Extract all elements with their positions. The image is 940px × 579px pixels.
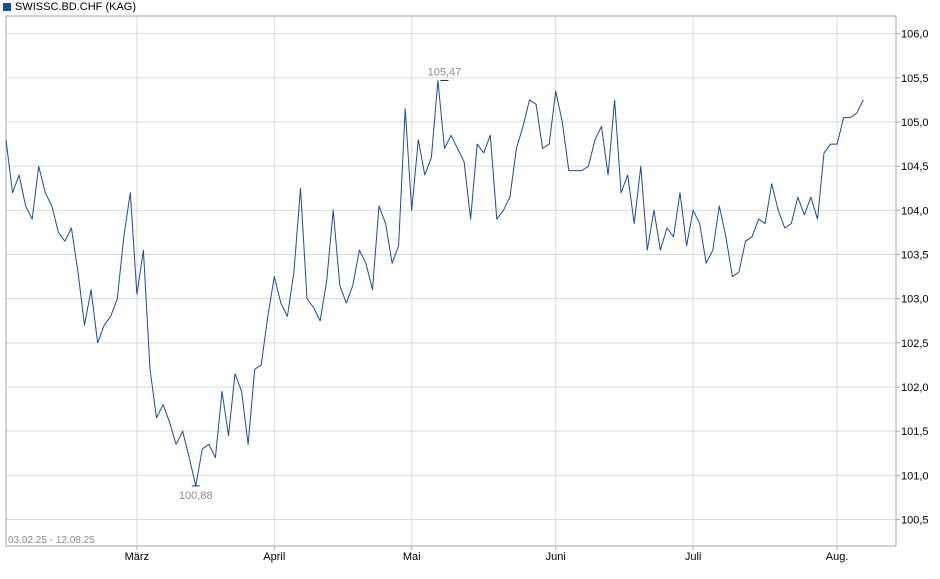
y-tick-label: 105,5 xyxy=(901,73,929,85)
y-tick-label: 103,0 xyxy=(901,294,929,306)
x-tick-label: Juli xyxy=(685,551,702,563)
y-tick-label: 101,0 xyxy=(901,470,929,482)
chart-legend: SWISSC.BD.CHF (KAG) xyxy=(3,0,136,14)
y-tick-label: 104,0 xyxy=(901,205,929,217)
annotations: 100,88 105,47 xyxy=(179,66,461,501)
x-tick-label: April xyxy=(263,551,285,563)
y-tick-label: 102,5 xyxy=(901,338,929,350)
legend-swatch xyxy=(3,3,11,11)
y-axis-ticks: 100,5 101,0 101,5 102,0 102,5 103,0 103,5 104,0… xyxy=(901,29,929,527)
x-tick-label: Mai xyxy=(403,551,421,563)
x-tick-label: Juni xyxy=(546,551,566,563)
legend-label: SWISSC.BD.CHF (KAG) xyxy=(15,1,137,13)
plot-frame xyxy=(5,15,897,547)
y-tick-label: 102,0 xyxy=(901,382,929,394)
y-tick-label: 101,5 xyxy=(901,426,929,438)
y-tick-label: 106,0 xyxy=(901,29,929,41)
min-value-label: 100,88 xyxy=(179,490,213,502)
y-tick-label: 105,0 xyxy=(901,117,929,129)
date-range-label: 03.02.25 - 12.08.25 xyxy=(8,535,95,546)
max-value-label: 105,47 xyxy=(428,66,462,78)
axes xyxy=(5,15,900,550)
y-tick-label: 103,5 xyxy=(901,250,929,262)
grid xyxy=(6,16,896,546)
series-layer xyxy=(5,80,864,487)
x-axis-ticks: März April Mai Juni Juli Aug. xyxy=(125,551,849,563)
y-tick-label: 104,5 xyxy=(901,161,929,173)
series-line xyxy=(5,80,864,487)
y-tick-label: 100,5 xyxy=(901,515,929,527)
x-tick-label: Aug. xyxy=(826,551,849,563)
x-tick-label: März xyxy=(125,551,149,563)
